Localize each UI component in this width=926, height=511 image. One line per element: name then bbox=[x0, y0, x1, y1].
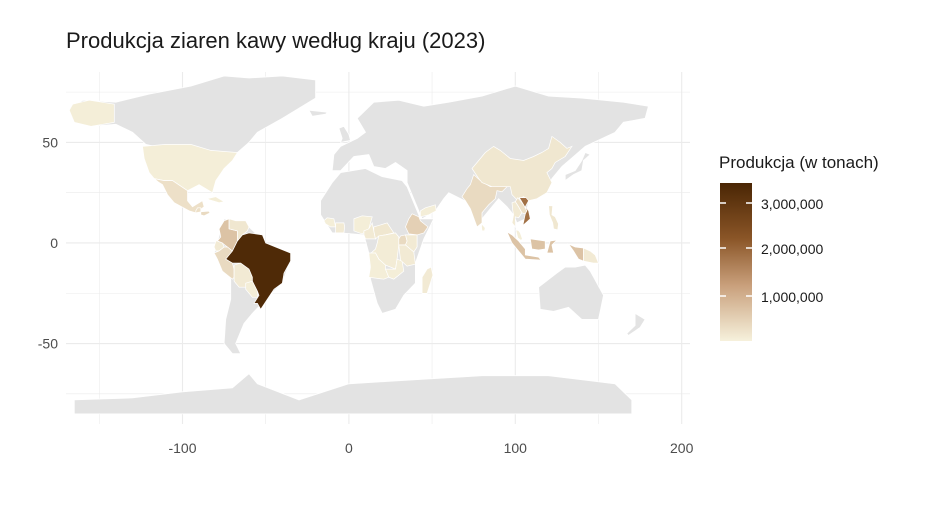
y-tick-label: 0 bbox=[50, 235, 58, 251]
legend-label-2m: 2,000,000 bbox=[761, 241, 824, 257]
region-peru[interactable] bbox=[213, 246, 235, 280]
region-united-states[interactable] bbox=[142, 144, 239, 194]
landmass-greenland-iceland bbox=[308, 109, 328, 117]
region-mexico[interactable] bbox=[153, 178, 205, 214]
landmass-antarctica bbox=[73, 373, 633, 415]
x-tick-label: 0 bbox=[345, 440, 353, 456]
legend-colorbar bbox=[720, 183, 752, 341]
axis-ticks: -100 0 100 200 50 0 -50 bbox=[38, 134, 694, 456]
region-guatemala[interactable] bbox=[195, 207, 202, 214]
region-guinea[interactable] bbox=[323, 217, 337, 228]
landmass-uk bbox=[338, 125, 351, 143]
legend-label-1m: 1,000,000 bbox=[761, 289, 824, 305]
legend-title: Produkcja (w tonach) bbox=[719, 153, 879, 172]
x-tick-label: -100 bbox=[168, 440, 196, 456]
region-madagascar[interactable] bbox=[421, 266, 434, 294]
landmass-africa bbox=[320, 168, 435, 314]
region-indonesia[interactable] bbox=[567, 243, 584, 262]
region-indonesia[interactable] bbox=[506, 231, 542, 261]
region-thailand[interactable] bbox=[511, 201, 523, 232]
y-tick-label: 50 bbox=[42, 134, 58, 150]
region-papua-new-guinea[interactable] bbox=[583, 247, 600, 264]
landmass-new-zealand bbox=[626, 312, 646, 337]
region-china[interactable] bbox=[471, 135, 573, 202]
landmass-australia bbox=[538, 264, 604, 320]
landmass-japan bbox=[564, 151, 591, 182]
region-india[interactable] bbox=[461, 173, 508, 228]
region-indonesia[interactable] bbox=[529, 238, 546, 251]
region-cuba[interactable] bbox=[206, 196, 226, 204]
region-indonesia[interactable] bbox=[546, 239, 558, 254]
region-yemen[interactable] bbox=[420, 204, 437, 218]
landmass-north-america bbox=[68, 75, 317, 159]
region-venezuela[interactable] bbox=[228, 218, 250, 242]
region-alaska[interactable] bbox=[68, 99, 115, 127]
region-philippines[interactable] bbox=[548, 205, 559, 231]
x-tick-label: 200 bbox=[670, 440, 694, 456]
region-tanzania[interactable] bbox=[398, 244, 416, 267]
x-tick-label: 100 bbox=[504, 440, 528, 456]
y-tick-label: -50 bbox=[38, 336, 58, 352]
region-malaysia[interactable] bbox=[515, 229, 523, 241]
region-honduras[interactable] bbox=[200, 210, 211, 217]
region-layer bbox=[68, 99, 600, 310]
region-cameroon[interactable] bbox=[363, 221, 376, 240]
region-ivory-coast[interactable] bbox=[335, 222, 346, 234]
legend-label-3m: 3,000,000 bbox=[761, 196, 824, 212]
region-sri-lanka[interactable] bbox=[481, 223, 486, 232]
region-vietnam[interactable] bbox=[518, 197, 531, 227]
region-ethiopia[interactable] bbox=[405, 213, 429, 236]
region-zambia[interactable] bbox=[384, 258, 405, 280]
region-ecuador[interactable] bbox=[213, 240, 225, 252]
map-title: Produkcja ziaren kawy według kraju (2023… bbox=[66, 28, 486, 53]
region-brazil[interactable] bbox=[225, 232, 291, 310]
land-layer bbox=[68, 75, 649, 415]
